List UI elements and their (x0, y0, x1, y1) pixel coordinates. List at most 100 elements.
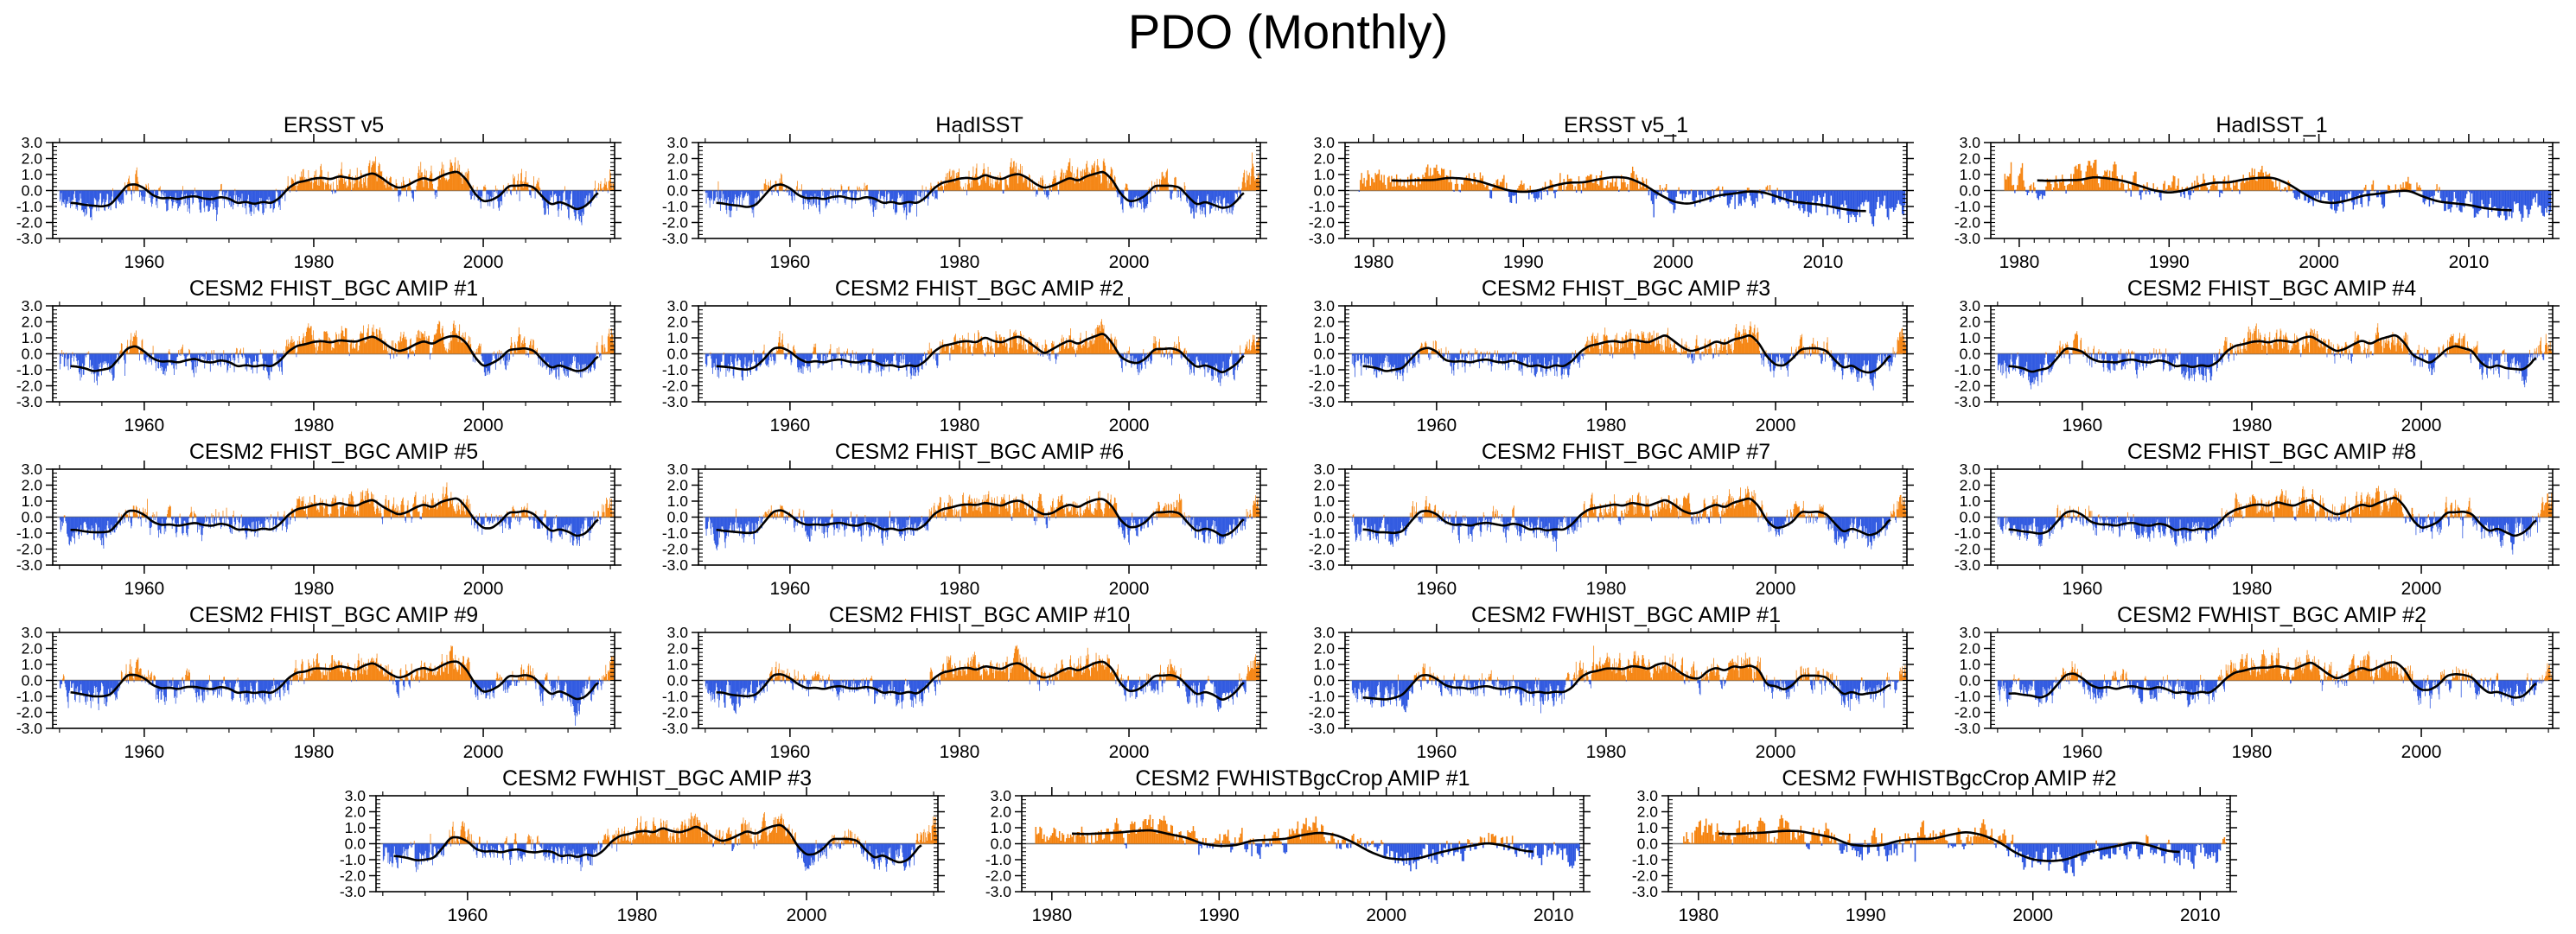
y-tick-label: -2.0 (662, 541, 688, 558)
y-tick-label: 0.0 (1960, 182, 1981, 200)
y-tick-label: -2.0 (340, 867, 366, 885)
smoothed-index-line (2037, 175, 2512, 212)
negative-anomaly-bars (1358, 190, 1906, 227)
negative-anomaly-bars (1997, 353, 2545, 390)
y-tick-label: -2.0 (1309, 214, 1335, 232)
y-tick-label: -3.0 (1632, 883, 1658, 900)
x-tick-label: 2000 (1109, 579, 1150, 599)
y-tick-label: 3.0 (1314, 297, 1336, 315)
y-tick-label: -3.0 (662, 720, 688, 737)
tick-marks (1661, 787, 2237, 900)
y-tick-label: -1.0 (1632, 851, 1658, 868)
negative-anomaly-bars (705, 353, 1245, 386)
y-tick-label: -3.0 (1954, 393, 1980, 410)
x-tick-label: 2000 (1366, 905, 1406, 925)
y-tick-label: 1.0 (667, 329, 689, 346)
x-tick-label: 1980 (1678, 905, 1718, 925)
panel-plot: 3.02.01.00.0-1.0-2.0-3.0 1960 1980 2000 (1309, 461, 1914, 599)
panel-title: CESM2 FWHIST_BGC AMIP #1 (1471, 603, 1781, 627)
negative-anomaly-bars (1351, 353, 1897, 391)
smoothed-index-line (716, 498, 1245, 537)
x-tick-label: 2000 (2012, 905, 2053, 925)
negative-anomaly-bars (705, 517, 1253, 550)
x-tick-label: 1990 (2149, 252, 2190, 272)
y-tick-label: -1.0 (1309, 198, 1335, 215)
y-tick-label: 3.0 (1314, 624, 1336, 641)
smoothed-index-line (716, 333, 1245, 373)
y-tick-label: -2.0 (662, 214, 688, 232)
y-tick-label: 3.0 (22, 297, 43, 315)
y-tick-label: 0.0 (991, 836, 1012, 853)
y-tick-label: 3.0 (667, 461, 689, 478)
panel-title: CESM2 FHIST_BGC AMIP #2 (834, 276, 1125, 301)
x-tick-label: 1960 (124, 252, 165, 272)
y-tick-label: -2.0 (1954, 541, 1980, 558)
panel-title: CESM2 FHIST_BGC AMIP #1 (188, 276, 479, 301)
x-tick-label: 2010 (2180, 905, 2221, 925)
tick-marks (1338, 134, 1914, 247)
y-tick-label: 3.0 (1314, 461, 1336, 478)
y-tick-label: 2.0 (991, 804, 1012, 821)
tick-marks (46, 297, 622, 410)
y-tick-label: -2.0 (985, 867, 1011, 885)
x-tick-label: 1960 (1417, 579, 1457, 599)
y-tick-label: -3.0 (340, 883, 366, 900)
positive-anomaly-bars (1410, 321, 1907, 354)
x-tick-label: 1960 (124, 416, 165, 435)
y-tick-label: 1.0 (1960, 166, 1981, 183)
negative-anomaly-bars (1351, 680, 1899, 714)
y-tick-label: 3.0 (1637, 787, 1659, 804)
negative-anomaly-bars (59, 680, 608, 726)
panel-title: ERSST v5 (283, 113, 385, 137)
smoothed-index-line (70, 170, 599, 211)
smoothed-index-line (393, 823, 922, 864)
y-tick-label: -2.0 (16, 378, 42, 395)
y-tick-label: -3.0 (16, 720, 42, 737)
tick-marks (1984, 624, 2560, 737)
x-tick-label: 2000 (463, 742, 504, 762)
y-tick-label: -1.0 (1954, 361, 1980, 378)
positive-anomaly-bars (1352, 486, 1907, 518)
negative-anomaly-bars (705, 190, 1241, 220)
panel-plot: 3.02.01.00.0-1.0-2.0-3.0 1960 1980 2000 (16, 624, 622, 762)
y-tick-label: 2.0 (667, 314, 689, 331)
tick-marks (46, 134, 622, 247)
y-tick-label: 2.0 (1314, 477, 1336, 494)
y-tick-label: -2.0 (662, 378, 688, 395)
y-tick-label: -3.0 (1954, 556, 1980, 574)
smoothed-index-line (716, 170, 1245, 209)
positive-anomaly-bars (710, 319, 1260, 354)
x-tick-label: 2010 (1533, 905, 1574, 925)
panel-plot: 3.02.01.00.0-1.0-2.0-3.0 1960 1980 2000 (16, 134, 622, 272)
panel-plot: 3.02.01.00.0-1.0-2.0-3.0 1960 1980 2000 (1954, 461, 2560, 599)
y-tick-label: 1.0 (22, 492, 43, 510)
positive-anomaly-bars (727, 645, 1260, 681)
negative-anomaly-bars (1731, 843, 2222, 877)
y-tick-label: -3.0 (1954, 720, 1980, 737)
x-tick-label: 1960 (2063, 416, 2103, 435)
y-tick-label: 0.0 (1314, 182, 1336, 200)
negative-anomaly-bars (59, 353, 602, 385)
tick-marks (1984, 134, 2560, 247)
y-tick-label: -2.0 (16, 541, 42, 558)
panel-plot: 3.02.01.00.0-1.0-2.0-3.0 1960 1980 2000 (16, 461, 622, 599)
y-tick-label: 0.0 (345, 836, 367, 853)
positive-anomaly-bars (1360, 164, 1783, 191)
y-tick-label: 3.0 (667, 624, 689, 641)
y-tick-label: 3.0 (345, 787, 367, 804)
y-tick-label: -1.0 (662, 688, 688, 705)
x-tick-label: 1980 (294, 579, 335, 599)
y-tick-label: -2.0 (16, 704, 42, 721)
x-tick-label: 2010 (2449, 252, 2490, 272)
panel-title: CESM2 FWHISTBgcCrop AMIP #1 (1135, 766, 1470, 791)
y-tick-label: -2.0 (1954, 704, 1980, 721)
smoothed-index-line (716, 660, 1245, 701)
x-tick-label: 1960 (448, 905, 488, 925)
panel-title: HadISST_1 (2216, 113, 2328, 137)
smoothed-index-line (1072, 829, 1533, 861)
tick-marks (692, 624, 1267, 737)
y-tick-label: -3.0 (662, 556, 688, 574)
figure-title: PDO (Monthly) (1127, 4, 1449, 59)
y-tick-label: 2.0 (22, 314, 43, 331)
smoothed-index-line (1391, 175, 1866, 213)
